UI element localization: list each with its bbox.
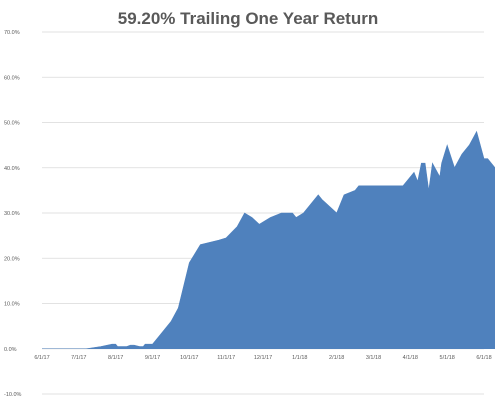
x-tick-label: 5/1/18 [440, 355, 455, 361]
y-tick-label: 0.0% [4, 347, 17, 353]
y-tick-label: 30.0% [4, 211, 20, 217]
y-tick-label: 60.0% [4, 75, 20, 81]
y-tick-label: 50.0% [4, 121, 20, 127]
x-tick-label: 2/1/18 [329, 355, 344, 361]
y-tick-label: 70.0% [4, 30, 20, 36]
x-tick-label: 8/1/17 [108, 355, 123, 361]
x-tick-label: 12/1/17 [254, 355, 272, 361]
x-tick-label: 9/1/17 [145, 355, 160, 361]
y-tick-layer: -10.0% 0.0% 10.0% 20.0% 30.0% 40.0% 50.0% 60.0%… [4, 30, 22, 398]
y-tick-label: 40.0% [4, 166, 20, 172]
area-layer [42, 130, 495, 350]
chart-title: 59.20% Trailing One Year Return [118, 9, 378, 28]
y-tick-label: 20.0% [4, 256, 20, 262]
x-tick-label: 3/1/18 [366, 355, 381, 361]
x-tick-label: 1/1/18 [292, 355, 307, 361]
x-tick-label: 6/1/18 [476, 355, 491, 361]
y-tick-label: 10.0% [4, 302, 20, 308]
x-tick-label: 7/1/17 [71, 355, 86, 361]
x-tick-label: 10/1/17 [180, 355, 198, 361]
x-tick-label: 4/1/18 [403, 355, 418, 361]
area-series [42, 130, 495, 350]
y-tick-label: -10.0% [4, 392, 22, 398]
x-tick-label: 6/1/17 [34, 355, 49, 361]
x-tick-label: 11/1/17 [217, 355, 235, 361]
x-tick-layer: 6/1/17 7/1/17 8/1/17 9/1/17 10/1/17 11/1/17 12… [34, 355, 491, 361]
